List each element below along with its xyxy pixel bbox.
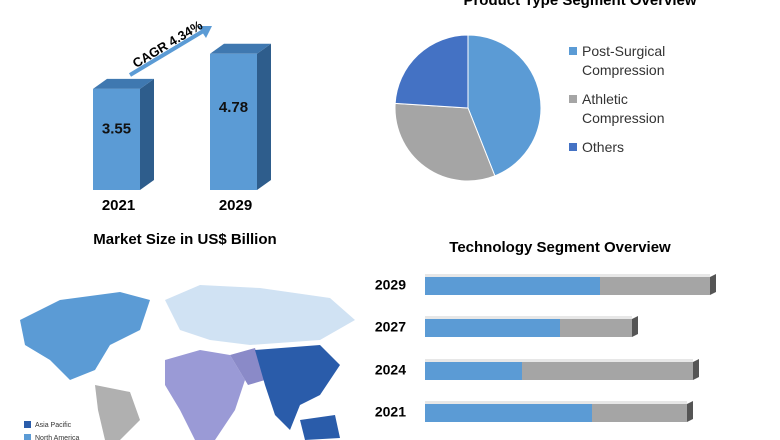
y-tick-label: 2029 <box>375 277 406 293</box>
bar-segment <box>560 319 632 337</box>
bar-segment-top <box>600 274 710 277</box>
map-legend-swatch <box>24 421 31 428</box>
pie-slice <box>394 102 496 182</box>
cagr-arrowhead <box>198 26 212 38</box>
bar-segment <box>425 319 560 337</box>
asia-pacific <box>255 345 340 430</box>
tech-chart-title: Technology Segment Overview <box>449 239 671 256</box>
y-tick-label: 2027 <box>375 319 406 335</box>
cagr-label: CAGR 4.34% <box>130 17 206 71</box>
africa <box>165 350 245 440</box>
value-label: 4.78 <box>219 99 248 116</box>
y-tick-label: 2021 <box>375 404 406 420</box>
legend-label: Others <box>582 139 625 155</box>
bar-segment-top <box>522 359 693 362</box>
legend-swatch <box>569 143 577 151</box>
north-america <box>20 292 150 380</box>
value-label: 3.55 <box>102 120 131 137</box>
bar-side <box>257 43 271 190</box>
legend-swatch <box>569 47 577 55</box>
bar-segment-top <box>560 316 632 319</box>
bar-segment-top <box>425 274 600 277</box>
middle-east <box>230 348 265 385</box>
map-legend-label: Asia Pacific <box>35 422 72 429</box>
bar-segment-top <box>425 316 560 319</box>
bar-segment <box>600 277 710 295</box>
oceania <box>300 415 340 440</box>
bar <box>93 88 140 190</box>
legend-swatch <box>569 95 577 103</box>
bar-segment <box>425 404 592 422</box>
bar-segment <box>425 362 522 380</box>
bar-top <box>210 43 271 54</box>
bar-chart-title: Market Size in US$ Billion <box>93 231 276 248</box>
x-tick-label: 2021 <box>102 197 135 214</box>
map-legend-label: North America <box>35 435 79 440</box>
cagr-arrow <box>128 28 207 77</box>
legend-label: Athletic Compression <box>582 91 665 126</box>
bar-end <box>710 274 716 295</box>
bar-end <box>693 359 699 380</box>
bar-top <box>93 78 154 89</box>
bar-segment <box>522 362 693 380</box>
bar-segment-top <box>425 401 592 404</box>
y-tick-label: 2024 <box>375 362 406 378</box>
pie-chart-title: Product Type Segment Overview <box>463 0 696 9</box>
bar-segment <box>425 277 600 295</box>
europe-russia <box>165 285 355 345</box>
bar <box>210 53 257 190</box>
south-america <box>95 385 140 440</box>
pie-slice <box>467 34 542 177</box>
bar-segment-top <box>425 359 522 362</box>
map-legend-swatch <box>24 434 31 440</box>
pie-slice <box>394 34 469 109</box>
world-map <box>20 285 355 440</box>
bar-segment-top <box>592 401 687 404</box>
x-tick-label: 2029 <box>219 197 252 214</box>
bar-side <box>140 78 154 190</box>
bar-end <box>632 316 638 337</box>
bar-end <box>687 401 693 422</box>
bar-segment <box>592 404 687 422</box>
legend-label: Post-Surgical Compression <box>582 43 666 78</box>
